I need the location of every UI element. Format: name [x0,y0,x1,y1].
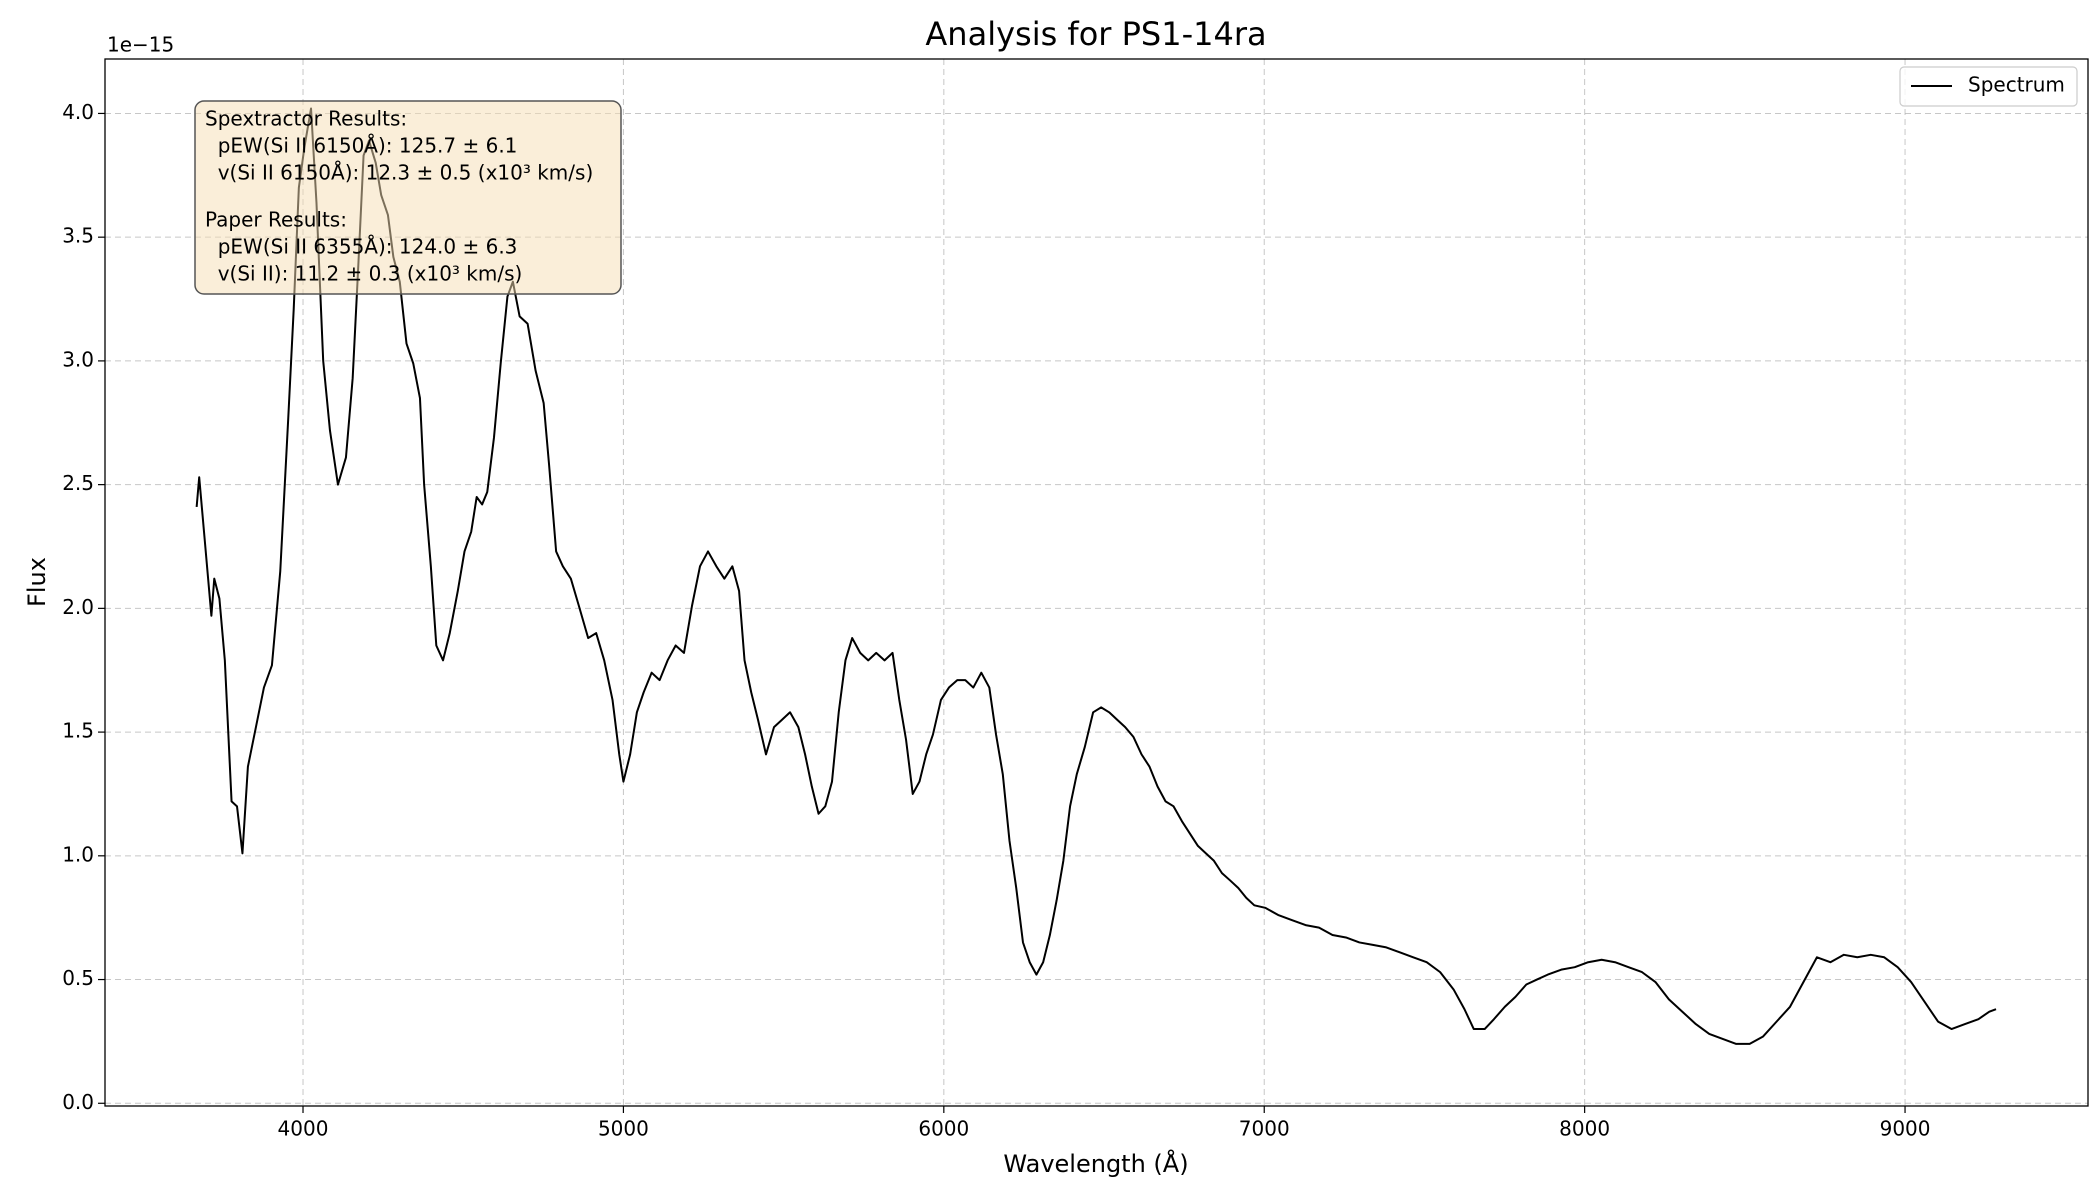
y-offset-label: 1e−15 [107,33,174,57]
annotation-line: v(Si II 6150Å): 12.3 ± 0.5 (x10³ km/s) [205,161,593,185]
x-tick-label: 5000 [598,1117,649,1141]
annotation-box [194,100,622,295]
y-tick-label: 1.5 [62,719,94,743]
y-axis-label: Flux [23,557,51,607]
y-tick-label: 3.0 [62,347,94,371]
legend-box [1899,66,2078,107]
chart-title: Analysis for PS1-14ra [925,15,1266,53]
plot-frame [104,58,2089,1107]
x-tick-label: 4000 [278,1117,329,1141]
annotation-line: Paper Results: [205,208,347,232]
annotation-line: v(Si II): 11.2 ± 0.3 (x10³ km/s) [205,262,522,286]
x-tick-label: 7000 [1239,1117,1290,1141]
y-tick-label: 2.0 [62,595,94,619]
annotation-line: pEW(Si II 6355Å): 124.0 ± 6.3 [205,235,517,259]
x-tick-label: 8000 [1559,1117,1610,1141]
annotation-line: pEW(Si II 6150Å): 125.7 ± 6.1 [205,134,517,158]
annotation: Spextractor Results: pEW(Si II 6150Å): 1… [194,100,622,295]
y-tick-label: 1.0 [62,842,94,866]
y-tick-label: 0.5 [62,966,94,990]
y-tick-label: 0.0 [62,1090,94,1114]
spectrum-line [195,107,1997,1045]
y-tick-label: 4.0 [62,100,94,124]
x-tick-label: 9000 [1880,1117,1931,1141]
legend-label: Spectrum [1968,73,2065,97]
y-tick-label: 3.5 [62,224,94,248]
y-tick-label: 2.5 [62,471,94,495]
annotation-line: Spextractor Results: [205,107,407,131]
x-axis-label: Wavelength (Å) [1003,1149,1188,1178]
legend: Spectrum [1899,66,2078,107]
x-tick-label: 6000 [918,1117,969,1141]
